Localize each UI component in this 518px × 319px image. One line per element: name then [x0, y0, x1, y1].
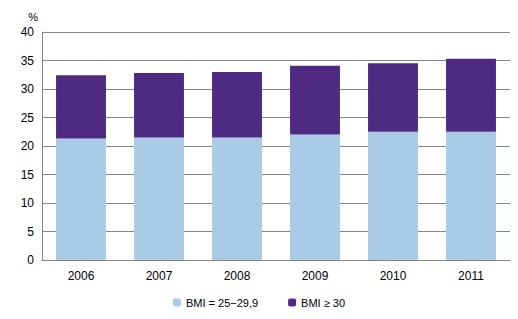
svg-text:35: 35: [21, 54, 35, 68]
svg-text:BMI ≥ 30: BMI ≥ 30: [301, 297, 345, 309]
svg-text:2011: 2011: [458, 269, 484, 283]
svg-text:25: 25: [21, 111, 35, 125]
svg-text:2008: 2008: [224, 269, 251, 283]
svg-text:2006: 2006: [68, 269, 95, 283]
svg-text:0: 0: [27, 253, 34, 267]
svg-text:15: 15: [21, 168, 35, 182]
svg-text:40: 40: [21, 25, 35, 39]
svg-text:10: 10: [21, 196, 35, 210]
svg-text:30: 30: [21, 82, 35, 96]
svg-text:%: %: [28, 11, 38, 23]
svg-text:2010: 2010: [380, 269, 407, 283]
svg-text:BMI = 25−29,9: BMI = 25−29,9: [186, 297, 258, 309]
svg-text:5: 5: [27, 225, 34, 239]
svg-text:20: 20: [21, 139, 35, 153]
svg-text:2009: 2009: [302, 269, 329, 283]
svg-text:2007: 2007: [146, 269, 173, 283]
